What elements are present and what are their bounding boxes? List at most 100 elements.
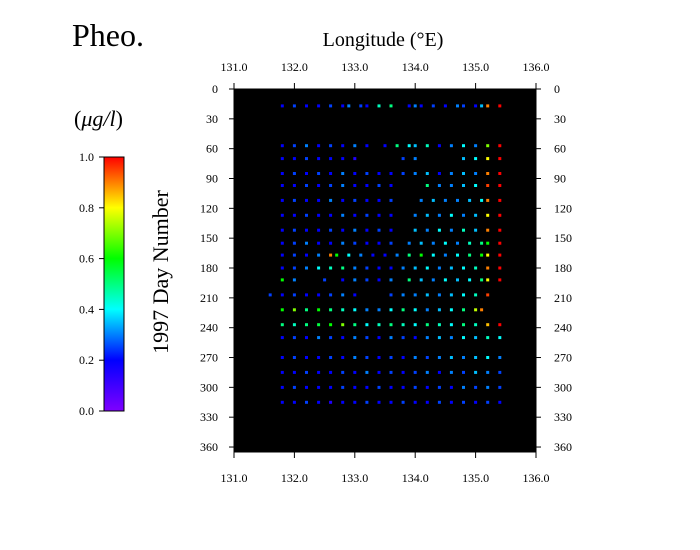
data-point xyxy=(377,184,381,187)
data-point xyxy=(389,278,393,282)
data-point xyxy=(292,198,296,202)
data-point xyxy=(280,266,284,270)
y-axis-title: 1997 Day Number xyxy=(148,189,173,353)
data-point xyxy=(305,253,308,257)
data-point xyxy=(389,370,393,374)
data-point xyxy=(498,172,502,175)
data-point xyxy=(341,308,345,312)
data-point xyxy=(292,293,296,297)
data-point xyxy=(498,370,502,374)
data-point xyxy=(389,323,393,327)
data-point xyxy=(305,104,308,108)
data-point xyxy=(377,385,381,389)
x-tick-label: 131.0 xyxy=(221,471,248,485)
data-point xyxy=(329,293,333,297)
data-point xyxy=(280,370,284,374)
data-point xyxy=(292,172,296,175)
x-axis-title: Longitude (°E) xyxy=(323,29,444,51)
data-point xyxy=(292,228,296,232)
data-point xyxy=(462,323,465,327)
unit-label: (μg/l) xyxy=(74,106,123,131)
data-point xyxy=(389,184,393,187)
colorbar-tick-label: 0.0 xyxy=(79,404,94,418)
data-point xyxy=(377,104,381,108)
data-point xyxy=(401,293,405,297)
data-point xyxy=(377,356,381,359)
colorbar-ticks: 0.0 0.2 0.4 0.6 0.8 1.0 xyxy=(79,150,104,418)
data-point xyxy=(443,278,447,282)
y-tick-label: 90 xyxy=(206,172,218,186)
data-point xyxy=(498,104,502,108)
data-point xyxy=(377,213,381,217)
data-point xyxy=(486,184,490,187)
data-point xyxy=(431,104,435,108)
data-point xyxy=(413,370,417,374)
y-tick-label: 270 xyxy=(554,351,572,365)
data-point xyxy=(353,385,357,389)
data-point xyxy=(480,308,484,312)
data-point xyxy=(401,308,405,312)
data-point xyxy=(462,356,465,359)
data-point xyxy=(419,198,423,202)
data-point xyxy=(486,172,490,175)
data-point xyxy=(437,336,441,340)
data-point xyxy=(280,172,284,175)
data-point xyxy=(305,213,308,217)
data-point xyxy=(317,144,321,148)
data-point xyxy=(292,104,296,108)
data-point xyxy=(341,336,345,340)
data-point xyxy=(341,144,345,148)
data-point xyxy=(280,400,284,404)
data-point xyxy=(498,228,502,232)
data-point xyxy=(365,400,369,404)
x-tick-label: 136.0 xyxy=(523,60,550,74)
data-point xyxy=(329,336,333,340)
colorbar xyxy=(103,156,125,412)
data-point xyxy=(486,336,490,340)
data-point xyxy=(329,198,333,202)
data-point xyxy=(353,144,357,148)
x-tick-label: 133.0 xyxy=(341,60,368,74)
data-point xyxy=(407,241,411,245)
y-tick-label: 210 xyxy=(200,291,218,305)
data-point xyxy=(365,336,369,340)
data-point xyxy=(474,370,478,374)
data-point xyxy=(486,144,490,148)
data-point xyxy=(365,266,369,270)
data-point xyxy=(431,198,435,202)
data-point xyxy=(449,144,453,148)
data-point xyxy=(359,104,363,108)
y-tick-label: 360 xyxy=(200,440,218,454)
data-point xyxy=(353,400,357,404)
data-point xyxy=(437,228,441,232)
data-point xyxy=(389,293,393,297)
data-point xyxy=(353,213,357,217)
data-point xyxy=(425,356,429,359)
data-point xyxy=(353,228,357,232)
data-point xyxy=(389,198,393,202)
data-point xyxy=(305,157,308,161)
data-point xyxy=(365,198,369,202)
data-point xyxy=(474,104,478,108)
data-point xyxy=(498,266,502,270)
data-point xyxy=(389,356,393,359)
data-point xyxy=(443,198,447,202)
data-point xyxy=(449,336,453,340)
data-point xyxy=(335,253,339,257)
data-point xyxy=(456,253,459,257)
data-point xyxy=(341,356,345,359)
data-point xyxy=(486,370,490,374)
data-point xyxy=(449,323,453,327)
data-point xyxy=(431,278,435,282)
data-point xyxy=(413,228,417,232)
y-tick-label: 150 xyxy=(554,231,572,245)
y-tick-label: 360 xyxy=(554,440,572,454)
data-point xyxy=(474,157,478,161)
data-point xyxy=(389,104,393,108)
data-point xyxy=(280,157,284,161)
data-point xyxy=(462,385,465,389)
data-point xyxy=(449,213,453,217)
data-point xyxy=(341,400,345,404)
data-point xyxy=(480,198,484,202)
data-point xyxy=(365,278,369,282)
